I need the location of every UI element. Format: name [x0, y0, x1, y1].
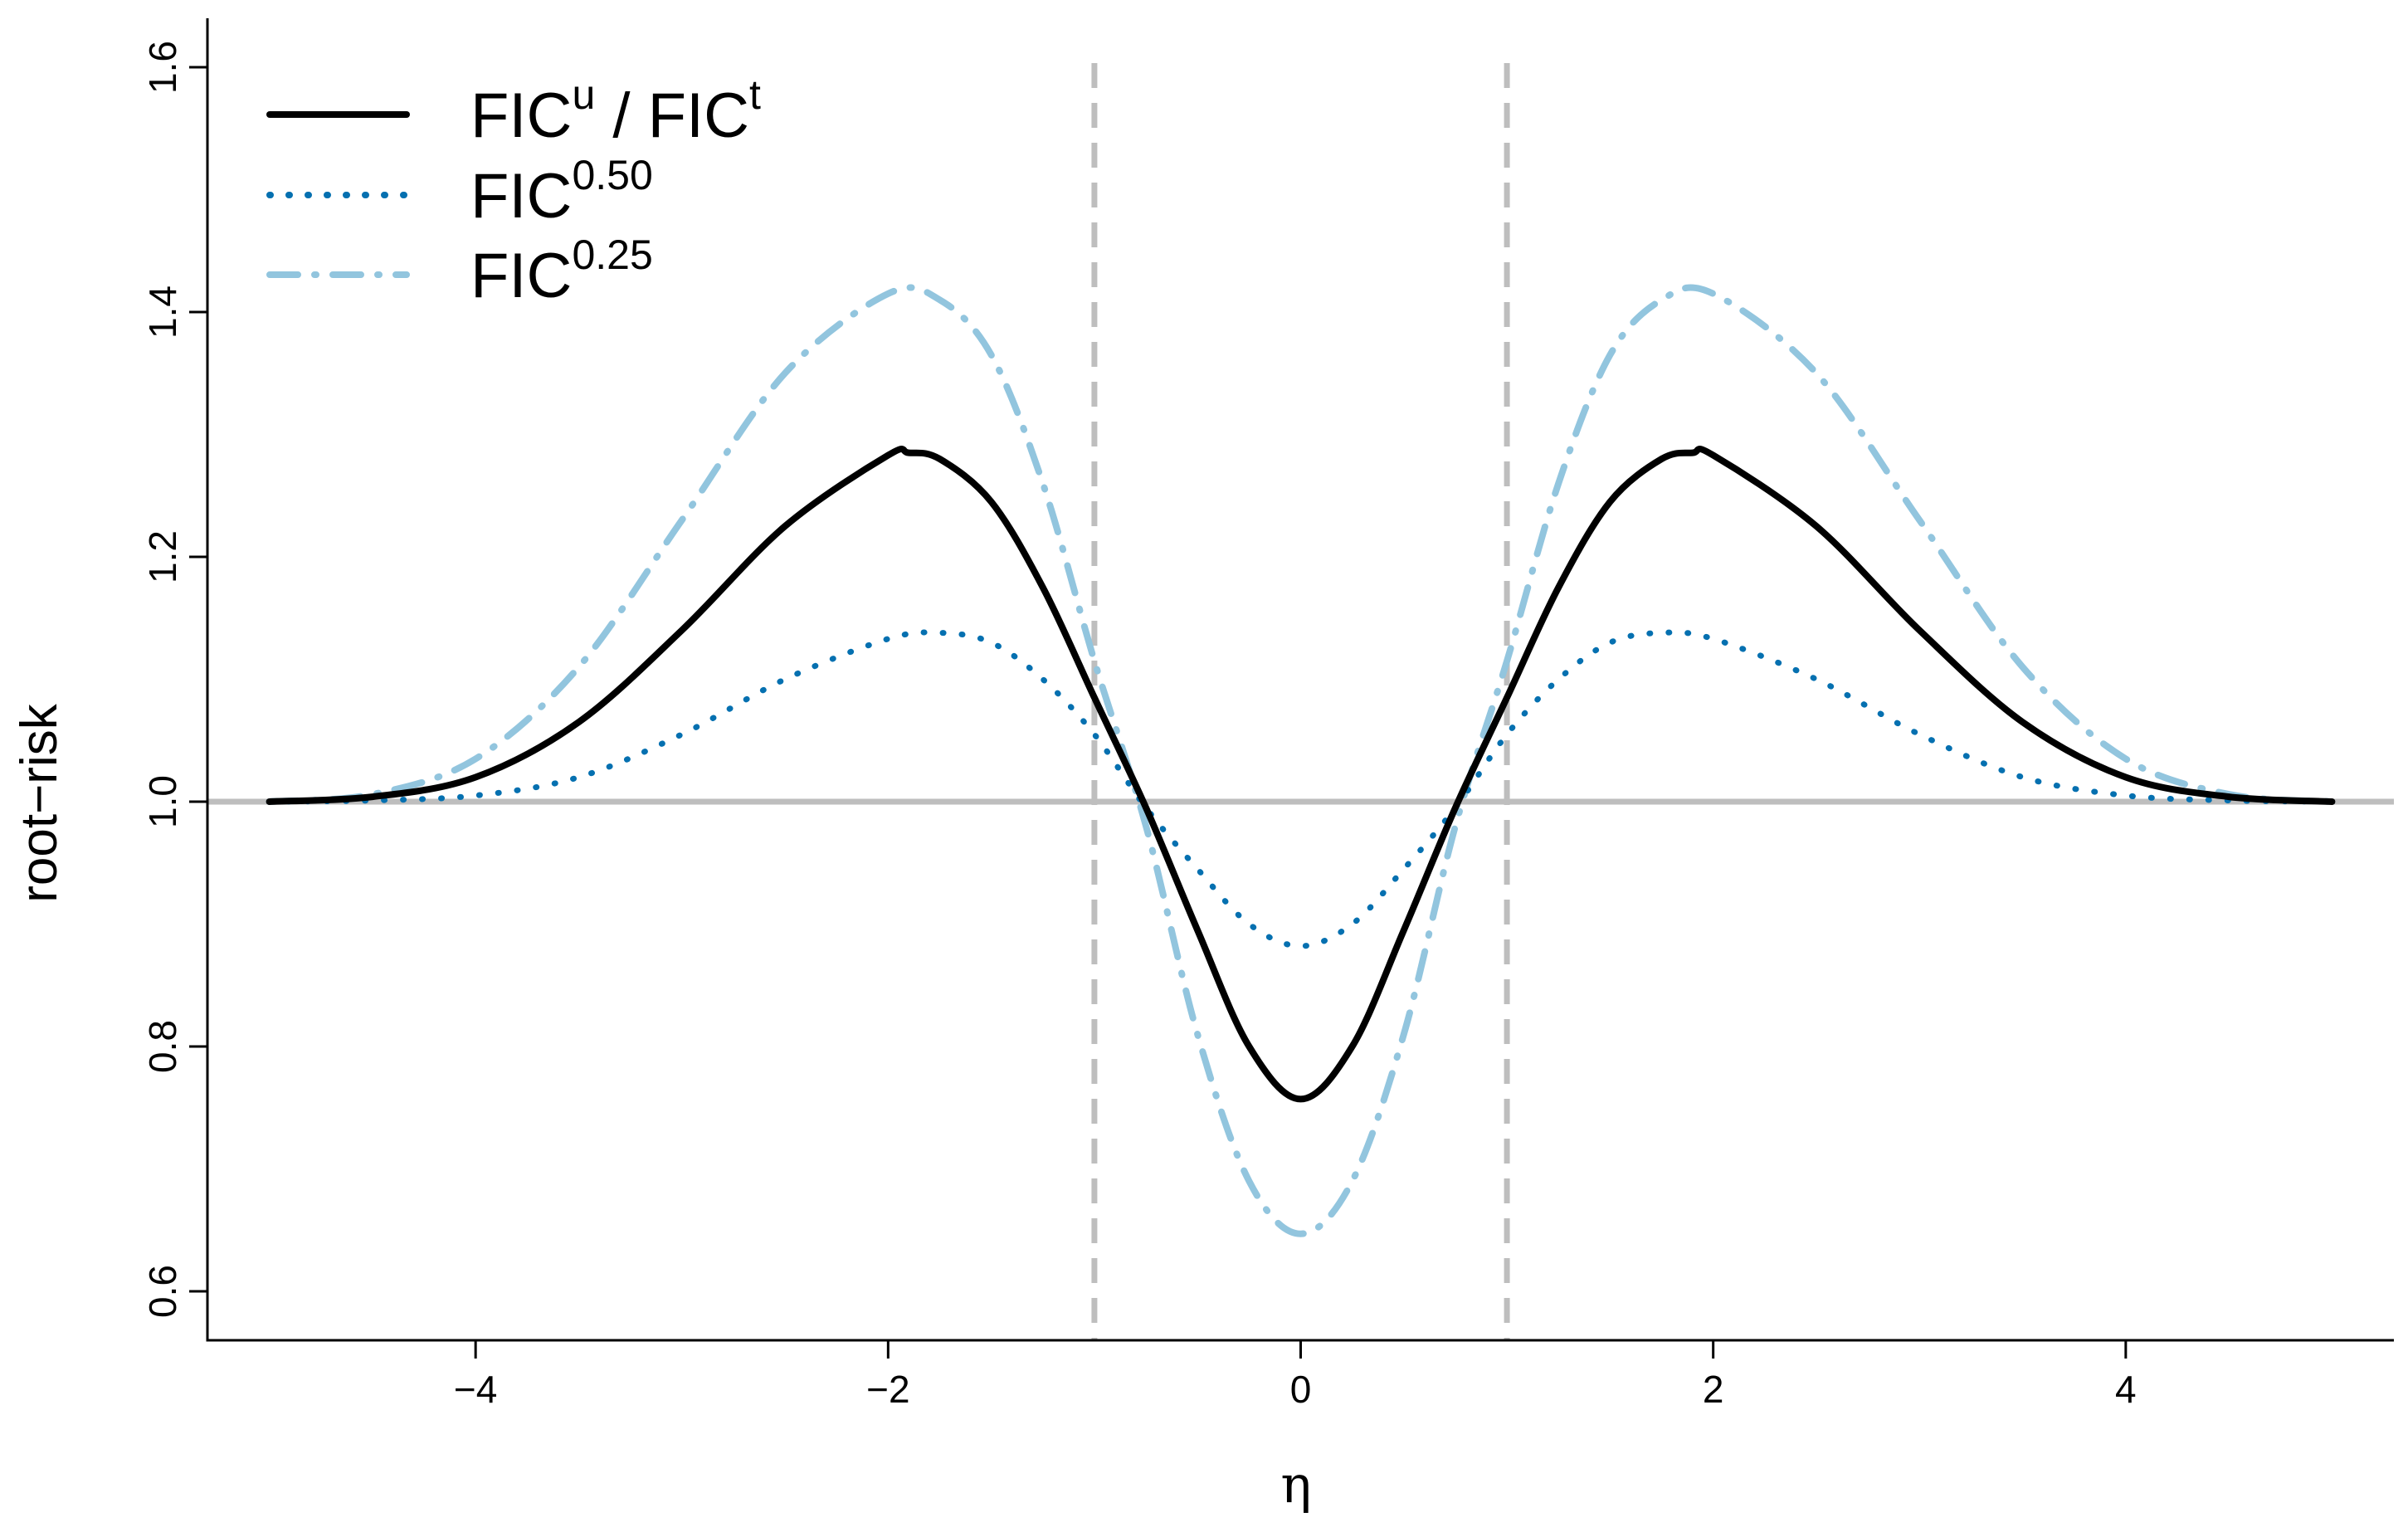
y-tick-label-5: 1.6	[141, 41, 184, 94]
x-axis-ticks: −4 −2 0 2 4	[454, 1340, 2137, 1411]
legend-label-2: FIC0.25	[470, 232, 653, 311]
series-line-1	[266, 629, 2335, 949]
x-tick-label-3: 2	[1703, 1368, 1724, 1411]
y-tick-label-2: 1.0	[141, 775, 184, 828]
series-line-2	[266, 284, 2336, 1237]
legend-label-1: FIC0.50	[470, 152, 653, 232]
axes	[206, 18, 2394, 1342]
x-tick-label-2: 0	[1290, 1368, 1312, 1411]
y-tick-label-3: 1.2	[141, 530, 184, 583]
x-axis-title: η	[1280, 1454, 1311, 1515]
series-layer	[266, 284, 2336, 1237]
x-tick-label-4: 4	[2115, 1368, 2137, 1411]
x-tick-label-0: −4	[454, 1368, 497, 1411]
legend-label-0: FICu / FICt	[470, 71, 761, 151]
y-tick-label-1: 0.8	[141, 1020, 184, 1073]
y-tick-label-0: 0.6	[141, 1265, 184, 1318]
y-axis-title: root−risk	[11, 703, 68, 902]
y-axis-ticks: 0.6 0.8 1.0 1.2 1.4 1.6	[141, 41, 207, 1318]
y-tick-label-4: 1.4	[141, 285, 184, 339]
series-line-0	[266, 446, 2336, 1103]
axes-frame	[206, 18, 2394, 1342]
x-tick-label-1: −2	[866, 1368, 909, 1411]
